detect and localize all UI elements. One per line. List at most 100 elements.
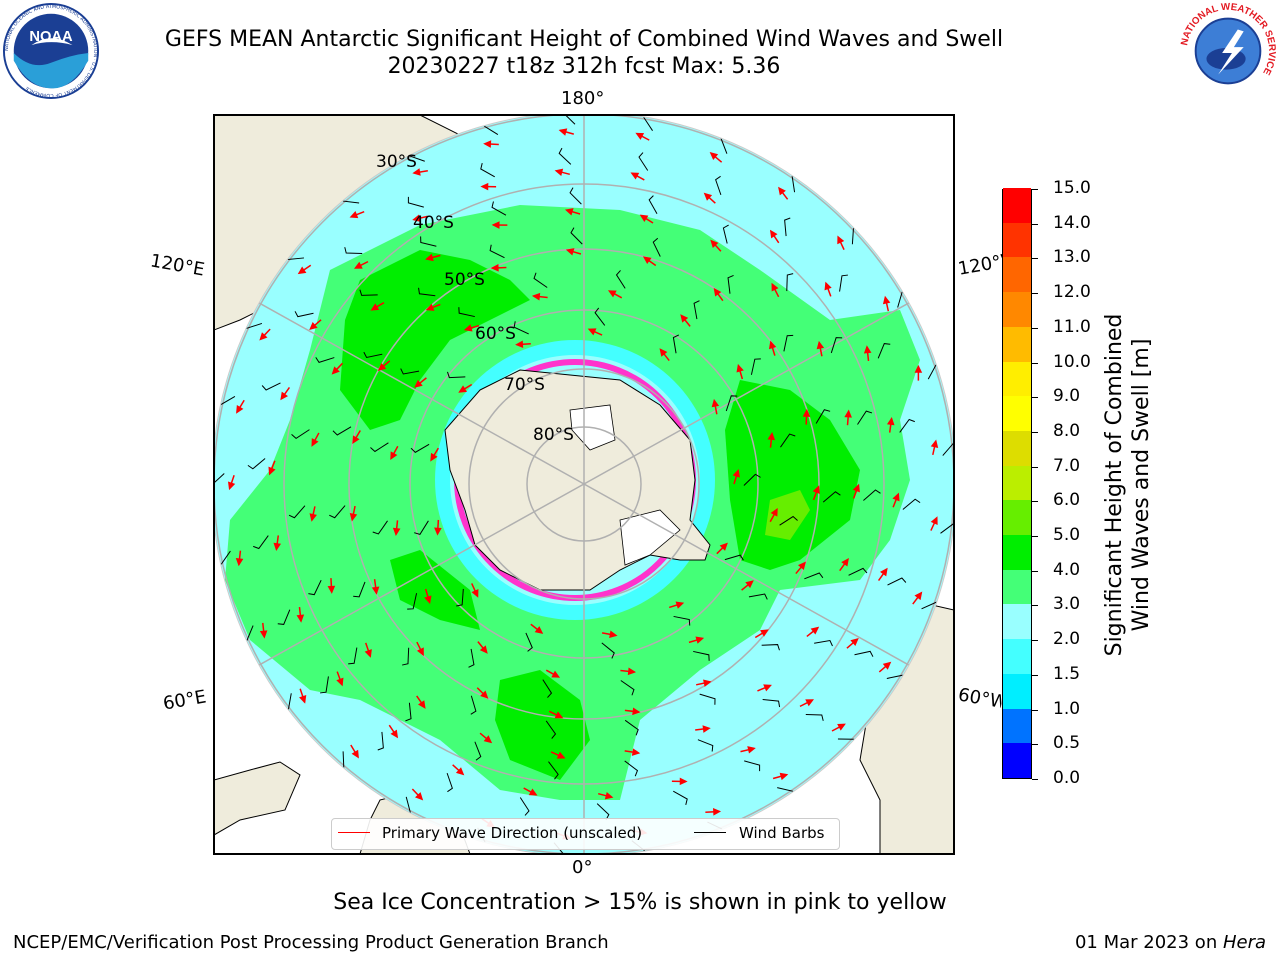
wave-arrow-head [642,256,652,265]
colorbar-tick [1032,431,1038,433]
wave-arrow-head [587,328,597,336]
colorbar-tick-label: 5.0 [1053,525,1081,546]
wind-barb [277,609,291,625]
wind-barb [648,195,658,215]
wave-arrow-head [349,211,359,219]
wave-arrow-head [554,168,564,177]
wave-arrow-head [639,214,649,223]
legend-wave-line [338,832,370,833]
wave-arrow-head [852,483,860,493]
wave-arrow-head [415,792,424,801]
footer-date-text: 01 Mar 2023 on [1074,932,1223,953]
colorbar-bin [1003,256,1031,293]
legend-barb-label: Wind Barbs [739,824,825,842]
wind-barb [748,593,768,600]
wind-barb [693,300,700,320]
colorbar-bin [1003,361,1031,397]
wind-barb [762,698,781,708]
wave-arrow-head [680,314,689,323]
africa-land [214,761,301,836]
colorbar-tick [1032,258,1038,260]
wave-arrow-head [471,589,479,598]
colorbar-bin [1003,222,1031,258]
wave-arrow-head [554,711,564,719]
wind-barb [363,351,383,359]
wave-arrow-head [412,168,421,176]
wave-arrow-head [627,667,637,676]
lat-label-40s: 40°S [413,213,454,233]
colorbar-tick-label: 1.0 [1053,698,1081,719]
lon-label-0: 0° [572,857,593,878]
wind-barb [474,741,482,761]
wind-barb [699,693,716,705]
wave-arrow-head [434,527,442,536]
wind-barb [405,702,412,722]
colorbar-bin [1003,673,1031,709]
wind-barb [783,334,794,352]
wave-arrow-head [565,248,575,256]
wave-arrow-head [710,239,719,249]
wave-arrow-head [771,282,779,292]
wind-barb [854,650,874,657]
colorbar-label-line2: Wind Waves and Swell [m] [1129,338,1154,632]
wave-arrow-head [430,452,438,462]
wind-barb [513,321,529,335]
wave-arrow-head [425,253,434,262]
wind-barb [525,632,533,652]
wind-barb [877,343,891,359]
wave-arrow-head [760,629,769,637]
wind-barb [887,577,907,586]
colorbar-tick-label: 4.0 [1053,559,1081,580]
wind-barb [377,731,384,751]
wave-arrow-head [390,729,399,739]
wave-arrow-head [711,398,720,408]
wind-barb [624,760,639,777]
wave-band-5-6m [765,490,810,540]
wave-arrow-head [490,264,499,272]
wave-arrow-head [336,677,344,687]
colorbar-tick [1032,293,1038,295]
wind-barb [857,410,873,425]
wind-barb [638,152,649,171]
wind-barb [673,790,688,805]
colorbar-bin [1003,534,1031,570]
wave-arrow-head [296,614,305,623]
wave-arrow-head [491,221,500,229]
colorbar-bin [1003,499,1031,536]
sea-ice-note: Sea Ice Concentration > 15% is shown in … [333,890,947,915]
wave-arrow-head [635,132,645,140]
wave-arrow-head [364,649,372,658]
wind-barb [344,247,363,254]
wind-barb [715,175,722,196]
colorbar-tick-label: 7.0 [1053,455,1081,476]
wind-barb [643,115,653,131]
wind-barb [418,287,436,297]
wave-arrow-head [886,416,895,426]
wave-band-4-5m-sw [390,550,480,630]
wave-arrow-head [631,748,641,756]
wave-arrow-head [797,561,806,571]
wave-arrow-head [352,435,360,445]
wave-band-4-5m-east [725,380,860,570]
wind-barb [724,554,744,561]
wind-barb [332,426,352,436]
wind-barb [672,334,680,354]
wave-arrow-head [349,512,358,522]
wind-barb [370,442,389,453]
colorbar-bin [1003,430,1031,466]
wind-barb [548,761,559,780]
wave-arrow-head [802,408,811,417]
wind-barb [359,289,378,296]
wind-barb [456,588,464,607]
lat-label-30s: 30°S [376,152,417,172]
wave-arrow-head [309,322,318,331]
colorbar-tick-label: 15.0 [1053,178,1091,198]
wave-arrow-head [709,152,719,161]
map-title: GEFS MEAN Antarctic Significant Height o… [164,27,1004,52]
colorbar-label-line1: Significant Height of Combined [1102,313,1127,657]
wind-barb [620,680,635,696]
wind-barb [545,720,557,739]
colorbar-tick [1032,189,1038,190]
footer-system: Hera [1222,932,1266,953]
wind-barb [480,163,495,178]
